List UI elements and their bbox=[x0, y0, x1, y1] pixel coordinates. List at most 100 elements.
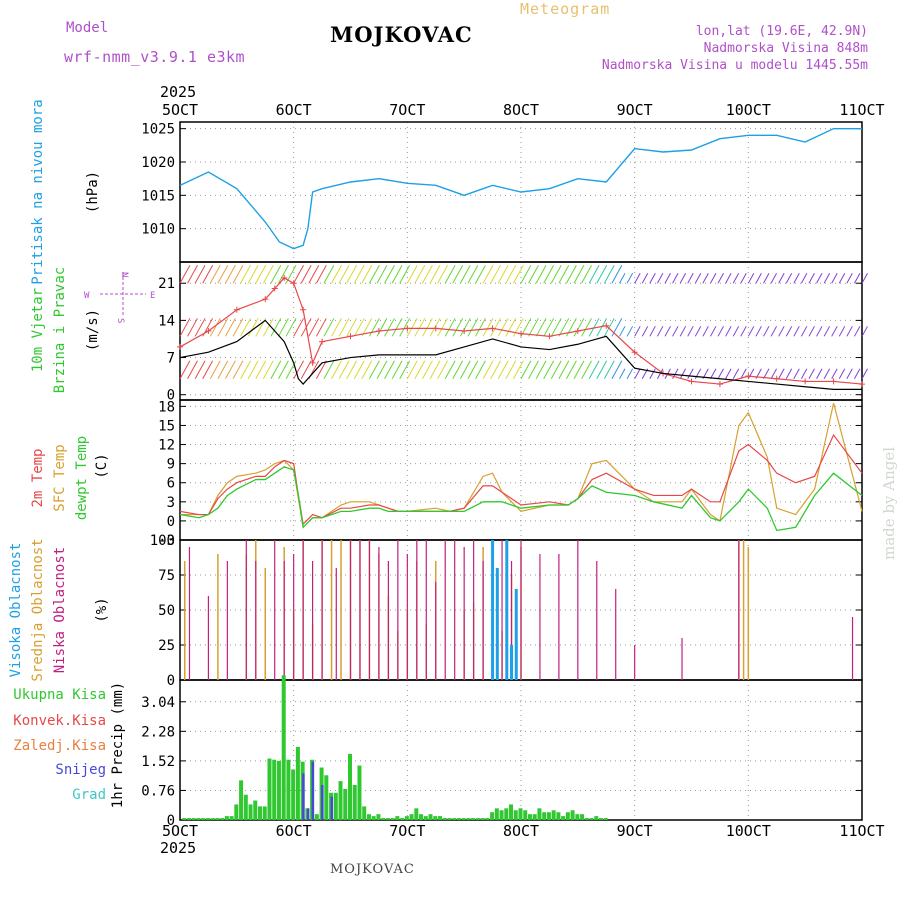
compass-arrows bbox=[100, 272, 146, 316]
pressure-unit: (hPa) bbox=[85, 171, 101, 213]
precip-bar bbox=[314, 814, 319, 820]
y-tick-label: 1010 bbox=[141, 222, 175, 238]
wind-barb bbox=[785, 368, 793, 380]
precip-bar bbox=[599, 818, 604, 820]
wind-barb bbox=[217, 318, 229, 337]
x-tick-label-bottom: 11OCT bbox=[839, 822, 884, 840]
wind-barb bbox=[475, 264, 486, 284]
wind-barb bbox=[285, 318, 297, 337]
precip-bar bbox=[215, 818, 220, 820]
wind-barb bbox=[853, 272, 861, 284]
wind-barb bbox=[399, 318, 411, 337]
wind-barb bbox=[816, 272, 823, 284]
wind-barb bbox=[255, 360, 267, 380]
precip-bar bbox=[348, 753, 352, 820]
precip-bar bbox=[490, 812, 495, 820]
y-tick-label: 0 bbox=[167, 514, 175, 530]
wind-barb bbox=[505, 264, 517, 284]
wind-barb bbox=[346, 264, 358, 284]
wind-barb bbox=[770, 272, 778, 284]
wind-barb bbox=[861, 272, 868, 284]
wind-barb bbox=[581, 318, 592, 337]
wind-barb bbox=[763, 272, 770, 284]
wind-barb bbox=[543, 264, 555, 284]
wind-unit: (m/s) bbox=[85, 309, 101, 351]
wind-barb bbox=[308, 264, 320, 284]
wind-barb bbox=[270, 360, 282, 380]
wind-barb bbox=[679, 272, 687, 284]
wind-barb bbox=[406, 318, 418, 337]
wind-barb bbox=[550, 264, 562, 284]
wind-barb bbox=[308, 318, 320, 337]
gust-marker bbox=[432, 325, 439, 332]
wind-barb bbox=[467, 318, 479, 337]
wind-barb bbox=[300, 360, 312, 380]
y-tick-label: 0 bbox=[167, 673, 175, 689]
y-tick-label: 0 bbox=[167, 813, 175, 829]
wind-barb bbox=[747, 326, 755, 337]
wind-barb bbox=[664, 272, 671, 284]
y-tick-label: 3 bbox=[167, 495, 175, 511]
x-tick-label-bottom: 7OCT bbox=[389, 822, 425, 840]
cloud-label-3: Niska Oblacnost bbox=[52, 547, 68, 673]
gust-marker bbox=[688, 378, 695, 385]
wind-barb bbox=[596, 264, 608, 284]
wind-barb bbox=[626, 368, 634, 380]
precip-bar bbox=[565, 812, 570, 820]
wind-barb bbox=[528, 360, 539, 380]
y-tick-label: 0.76 bbox=[141, 783, 175, 799]
precip-legend-item: Ukupna Kisa bbox=[13, 687, 106, 703]
wind-barb bbox=[732, 326, 740, 337]
wind-barb bbox=[293, 360, 305, 380]
wind-barb bbox=[755, 272, 762, 284]
wind-barb bbox=[202, 360, 214, 380]
wind-barb bbox=[573, 318, 585, 337]
wind-barb bbox=[747, 368, 755, 380]
wind-barb bbox=[414, 360, 426, 380]
wind-barb bbox=[300, 264, 312, 284]
gust-marker bbox=[205, 328, 212, 334]
wind-barb bbox=[634, 368, 641, 380]
wind-barb bbox=[558, 264, 570, 284]
wind-barb bbox=[512, 360, 524, 380]
wind-barb bbox=[187, 264, 198, 284]
precip-bar bbox=[542, 812, 547, 820]
precip-bar bbox=[471, 818, 476, 820]
year-top: 2025 bbox=[160, 83, 196, 101]
precip-bar bbox=[338, 781, 343, 820]
x-tick-label-top: 5OCT bbox=[162, 101, 198, 119]
gust-marker bbox=[518, 330, 524, 337]
wind-barb bbox=[603, 318, 615, 337]
precip-bar bbox=[191, 818, 196, 820]
precip-bar bbox=[395, 816, 400, 820]
compass-w: W bbox=[84, 291, 90, 301]
model-elevation-label: Nadmorska Visina u modelu 1445.55m bbox=[601, 58, 868, 73]
precip-bar bbox=[357, 765, 362, 820]
wind-barb bbox=[331, 264, 342, 284]
wind-barb bbox=[338, 360, 350, 380]
wind-barb bbox=[778, 326, 785, 337]
wind-barb bbox=[422, 360, 433, 380]
wind-barb bbox=[202, 264, 214, 284]
y-tick-label: 14 bbox=[158, 313, 175, 329]
wind-barb bbox=[535, 264, 547, 284]
precip-bar bbox=[589, 818, 594, 820]
temp-unit: (C) bbox=[94, 453, 110, 478]
dewpoint-line bbox=[179, 466, 863, 532]
wind-barb bbox=[384, 264, 395, 284]
wind-barb bbox=[573, 264, 585, 284]
wind-barb bbox=[323, 264, 335, 284]
precip-bar bbox=[253, 800, 258, 820]
precip-bar bbox=[551, 810, 556, 820]
wind-barb bbox=[429, 264, 441, 284]
cloud-label-1: Visoka Oblacnost bbox=[8, 543, 24, 678]
gust-marker bbox=[319, 338, 326, 345]
precip-bar bbox=[234, 804, 239, 820]
precip-bar bbox=[504, 808, 509, 820]
gust-marker bbox=[281, 274, 288, 281]
precip-bar bbox=[286, 759, 291, 820]
wind-barb bbox=[725, 272, 732, 284]
wind-barb bbox=[187, 318, 198, 337]
y-tick-label: 3.04 bbox=[141, 695, 175, 711]
wind-barb bbox=[217, 360, 229, 380]
